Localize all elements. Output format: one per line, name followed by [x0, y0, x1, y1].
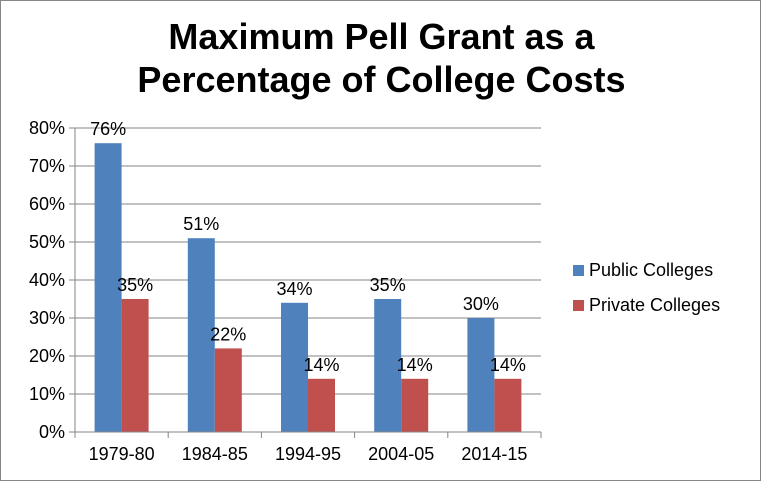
- x-tick-label: 1984-85: [182, 444, 248, 464]
- x-tick-label: 1979-80: [89, 444, 155, 464]
- data-label: 14%: [303, 355, 339, 375]
- x-tick-label: 1994-95: [275, 444, 341, 464]
- legend-swatch: [573, 300, 584, 311]
- data-label: 30%: [463, 294, 499, 314]
- data-label: 14%: [397, 355, 433, 375]
- data-label: 76%: [90, 119, 126, 139]
- bar: [281, 302, 308, 432]
- bar: [374, 299, 402, 432]
- y-tick-label: 0%: [39, 422, 65, 442]
- x-tick-label: 2014-15: [461, 444, 527, 464]
- bar: [308, 378, 335, 432]
- legend-swatch: [573, 265, 584, 276]
- data-label: 35%: [117, 275, 153, 295]
- bar: [121, 299, 149, 432]
- y-tick-label: 10%: [29, 384, 65, 404]
- legend-label: Public Colleges: [589, 260, 713, 280]
- y-tick-label: 50%: [29, 232, 65, 252]
- bar: [401, 378, 429, 432]
- y-tick-label: 40%: [29, 270, 65, 290]
- chart-title-line-1: Maximum Pell Grant as a: [168, 16, 595, 57]
- data-labels: 76% 35% 51% 22% 34% 14% 35% 14% 30% 14%: [90, 119, 526, 375]
- data-label: 51%: [183, 214, 219, 234]
- y-tick-label: 30%: [29, 308, 65, 328]
- axes: [69, 127, 542, 438]
- data-label: 34%: [276, 279, 312, 299]
- bar: [94, 143, 122, 432]
- y-tick-label: 60%: [29, 194, 65, 214]
- bar: [494, 378, 522, 432]
- x-tick-label: 2004-05: [368, 444, 434, 464]
- y-tick-label: 70%: [29, 156, 65, 176]
- bars: [94, 143, 522, 432]
- data-label: 14%: [490, 355, 526, 375]
- bar: [187, 238, 215, 432]
- y-tick-label: 20%: [29, 346, 65, 366]
- legend-label: Private Colleges: [589, 295, 720, 315]
- chart-title-line-2: Percentage of College Costs: [137, 59, 626, 100]
- y-axis-tick-labels: 0% 10% 20% 30% 40% 50% 60% 70% 80%: [29, 118, 65, 442]
- legend: Public Colleges Private Colleges: [573, 260, 720, 315]
- x-axis-tick-labels: 1979-80 1984-85 1994-95 2004-05 2014-15: [89, 444, 528, 464]
- chart-title: Maximum Pell Grant as a Percentage of Co…: [1, 15, 761, 101]
- bar: [467, 318, 495, 432]
- data-label: 35%: [370, 275, 406, 295]
- data-label: 22%: [210, 324, 246, 344]
- y-tick-label: 80%: [29, 118, 65, 138]
- bar: [214, 348, 242, 432]
